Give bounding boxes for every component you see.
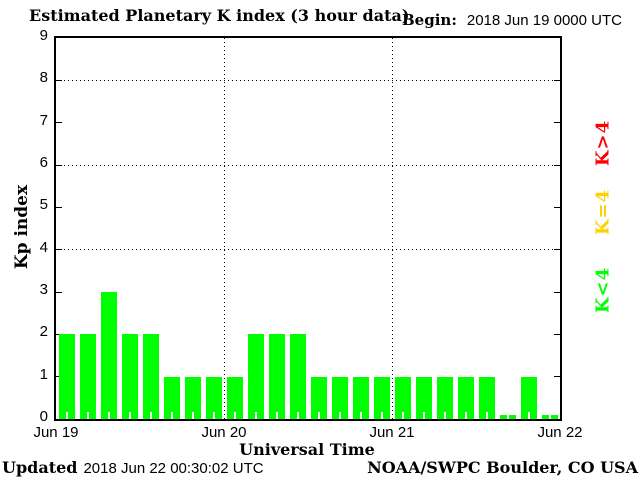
source-attribution: NOAA/SWPC Boulder, CO USA — [367, 458, 638, 477]
gridline-kp-4 — [56, 249, 560, 251]
y-tick-label: 5 — [39, 196, 48, 214]
y-tick-label: 7 — [39, 111, 48, 129]
kp-bar — [457, 376, 474, 419]
kp-bar — [436, 376, 453, 419]
y-tick-left — [56, 164, 62, 166]
gridline-kp-6 — [56, 164, 560, 166]
x-minor-tick — [317, 412, 320, 419]
y-tick-right — [554, 333, 560, 335]
kp-bar — [79, 334, 96, 419]
y-axis-tick-labels: 0 1 2 3 4 5 6 7 8 9 — [18, 28, 48, 425]
x-minor-tick — [65, 412, 68, 419]
y-tick-right — [554, 122, 560, 124]
plot-area — [54, 36, 562, 421]
y-tick-left — [56, 249, 62, 251]
y-tick-right — [554, 206, 560, 208]
x-minor-tick — [254, 412, 257, 419]
kp-bar — [331, 376, 348, 419]
updated-value: 2018 Jun 22 00:30:02 UTC — [83, 460, 264, 477]
updated-timestamp: Updated 2018 Jun 22 00:30:02 UTC — [2, 458, 264, 477]
x-tick-label: Jun 19 — [33, 424, 79, 441]
legend-k-lt-4: K<4 — [592, 266, 614, 314]
gridline-kp-8 — [56, 79, 560, 81]
kp-bar — [394, 376, 411, 419]
y-tick-right — [554, 249, 560, 251]
y-tick-label: 3 — [39, 281, 48, 298]
x-minor-tick — [506, 412, 509, 419]
day-boundary-jun-21 — [391, 38, 393, 419]
x-minor-tick — [548, 412, 551, 419]
x-minor-tick — [485, 412, 488, 419]
x-axis-tick-labels: Jun 19 Jun 20 Jun 21 Jun 22 — [33, 424, 582, 441]
kp-bar — [352, 376, 369, 419]
kp-bar — [226, 376, 243, 419]
x-minor-tick — [107, 412, 110, 419]
begin-timestamp: Begin: 2018 Jun 19 0000 UTC — [402, 11, 622, 29]
legend-k-gt-4: K>4 — [592, 119, 614, 167]
x-tick-label: Jun 21 — [369, 424, 415, 441]
y-tick-left — [56, 291, 62, 293]
x-minor-tick — [422, 412, 425, 419]
x-minor-tick — [86, 412, 89, 419]
y-tick-label: 8 — [39, 69, 48, 87]
kp-bar — [142, 334, 159, 419]
kp-bar — [205, 376, 222, 419]
y-tick-label: 1 — [39, 365, 48, 383]
day-boundary-jun-20 — [223, 38, 225, 419]
kp-bar — [520, 376, 537, 419]
kp-bar — [268, 334, 285, 419]
y-tick-right — [554, 164, 560, 166]
kp-bar — [184, 376, 201, 419]
x-minor-tick — [359, 412, 362, 419]
y-tick-label: 2 — [39, 323, 48, 341]
x-minor-tick — [149, 412, 152, 419]
kp-bar — [478, 376, 495, 419]
y-tick-label: 6 — [39, 154, 48, 171]
chart-title: Estimated Planetary K index (3 hour data… — [29, 6, 410, 25]
x-tick-label: Jun 22 — [537, 424, 583, 441]
kp-bar — [58, 334, 75, 419]
x-minor-tick — [170, 412, 173, 419]
y-tick-label: 0 — [39, 408, 48, 425]
x-axis-title: Universal Time — [239, 440, 375, 459]
kp-bar — [163, 376, 180, 419]
y-tick-right — [554, 376, 560, 378]
x-minor-tick — [338, 412, 341, 419]
updated-label: Updated — [2, 458, 78, 477]
y-tick-right — [554, 291, 560, 293]
kp-bar — [289, 334, 306, 419]
x-minor-tick — [527, 412, 530, 419]
x-minor-tick — [296, 412, 299, 419]
x-minor-tick — [380, 412, 383, 419]
x-minor-tick — [443, 412, 446, 419]
kp-bar — [373, 376, 390, 419]
y-tick-left — [56, 206, 62, 208]
kp-bar — [247, 334, 264, 419]
x-minor-tick — [401, 412, 404, 419]
x-tick-label: Jun 20 — [201, 424, 247, 441]
y-tick-left — [56, 122, 62, 124]
x-minor-tick — [275, 412, 278, 419]
y-tick-right — [554, 79, 560, 81]
y-tick-label: 9 — [39, 27, 48, 44]
kp-bar — [100, 292, 117, 419]
begin-label: Begin: — [402, 11, 457, 29]
x-minor-tick — [233, 412, 236, 419]
y-axis-title: Kp index — [12, 184, 32, 270]
y-tick-left — [56, 79, 62, 81]
kp-bar — [121, 334, 138, 419]
y-tick-left — [56, 333, 62, 335]
x-minor-tick — [464, 412, 467, 419]
x-minor-tick — [212, 412, 215, 419]
begin-value: 2018 Jun 19 0000 UTC — [466, 12, 622, 29]
y-tick-label: 4 — [39, 238, 48, 256]
x-minor-tick — [191, 412, 194, 419]
kp-bar — [415, 376, 432, 419]
x-minor-tick — [128, 412, 131, 419]
legend-k-eq-4: K=4 — [592, 188, 614, 236]
kp-bar — [310, 376, 327, 419]
